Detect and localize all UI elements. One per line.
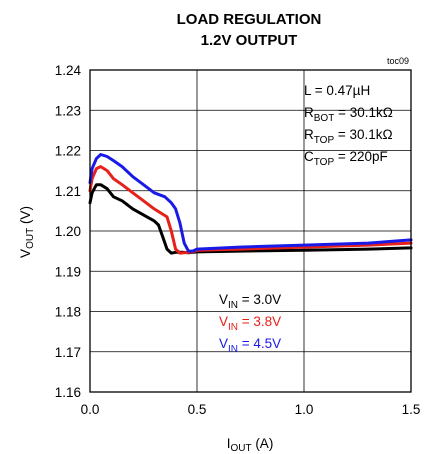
annotation-text: L = 0.47µH xyxy=(304,83,370,98)
series-line xyxy=(88,183,413,255)
y-tick-label: 1.18 xyxy=(55,305,81,320)
annotation-text: CTOP = 220pF xyxy=(304,149,388,168)
series-line xyxy=(88,165,413,255)
series-line xyxy=(88,153,413,253)
annotation-text: RTOP = 30.1kΩ xyxy=(304,127,393,146)
y-tick-label: 1.23 xyxy=(55,103,81,118)
y-tick-label: 1.19 xyxy=(55,264,81,279)
x-tick-labels: 0.0 0.5 1.0 1.5 xyxy=(81,402,421,417)
y-tick-label: 1.22 xyxy=(55,144,81,159)
chart-tag: toc09 xyxy=(387,56,409,66)
legend-entry: VIN = 3.0V xyxy=(219,292,281,311)
plot-frame xyxy=(89,69,412,393)
x-tick-label: 1.5 xyxy=(402,402,421,417)
y-axis-label: VOUT (V) xyxy=(18,206,36,258)
parameter-annotations: L = 0.47µH RBOT = 30.1kΩ RTOP = 30.1kΩ CTOP… xyxy=(304,83,393,168)
y-tick-label: 1.24 xyxy=(55,63,82,78)
legend-entry: VIN = 3.8V xyxy=(219,314,281,333)
x-axis-label: IOUT (A) xyxy=(227,436,274,454)
grid-lines xyxy=(90,70,411,392)
chart-title-line1: LOAD REGULATION xyxy=(177,11,322,28)
series-lines xyxy=(88,153,413,255)
legend: VIN = 3.0V VIN = 3.8V VIN = 4.5V xyxy=(219,292,281,355)
x-tick-label: 1.0 xyxy=(295,402,314,417)
annotation-text: RBOT = 30.1kΩ xyxy=(304,105,393,124)
chart-title-line2: 1.2V OUTPUT xyxy=(201,32,298,49)
x-tick-label: 0.0 xyxy=(81,402,100,417)
y-tick-label: 1.17 xyxy=(55,345,81,360)
y-tick-labels: 1.16 1.17 1.18 1.19 1.20 1.21 1.22 1.23 1.24 xyxy=(55,63,82,400)
x-tick-label: 0.5 xyxy=(188,402,207,417)
y-tick-label: 1.16 xyxy=(55,385,81,400)
y-tick-label: 1.21 xyxy=(55,184,81,199)
y-tick-label: 1.20 xyxy=(55,224,81,239)
legend-entry: VIN = 4.5V xyxy=(219,336,281,355)
